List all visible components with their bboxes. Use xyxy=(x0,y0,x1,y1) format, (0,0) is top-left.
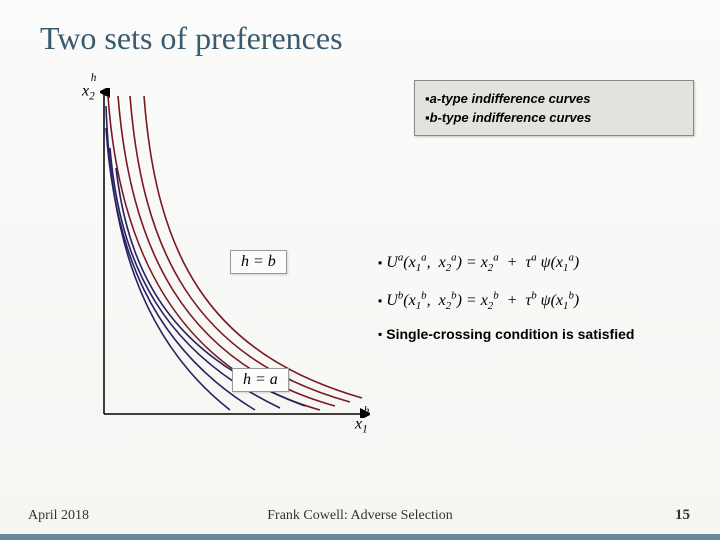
legend-box: ▪a-type indifference curves ▪b-type indi… xyxy=(414,80,694,136)
legend-item-b: ▪b-type indifference curves xyxy=(425,110,683,125)
label-h-eq-a: h = a xyxy=(232,368,289,392)
single-crossing-note: ▪Single-crossing condition is satisfied xyxy=(378,326,634,342)
footer-author: Frank Cowell: Adverse Selection xyxy=(0,508,720,524)
accent-bar xyxy=(0,534,720,540)
equation-ua: ▪ Ua(x1a, x2a) = x2a + τa ψ(x1a) xyxy=(378,252,579,275)
y-axis-label: x2h xyxy=(82,80,100,103)
label-h-eq-b: h = b xyxy=(230,250,287,274)
bullet-icon: ▪ xyxy=(378,255,382,269)
x-axis-label: x1h xyxy=(355,413,373,436)
equation-ub: ▪ Ub(x1b, x2b) = x2b + τb ψ(x1b) xyxy=(378,290,579,313)
bullet-icon: ▪ xyxy=(378,293,382,307)
footer-page-number: 15 xyxy=(675,507,690,524)
legend-item-a: ▪a-type indifference curves xyxy=(425,91,683,106)
bullet-icon: ▪ xyxy=(378,327,382,341)
page-title: Two sets of preferences xyxy=(40,20,343,57)
